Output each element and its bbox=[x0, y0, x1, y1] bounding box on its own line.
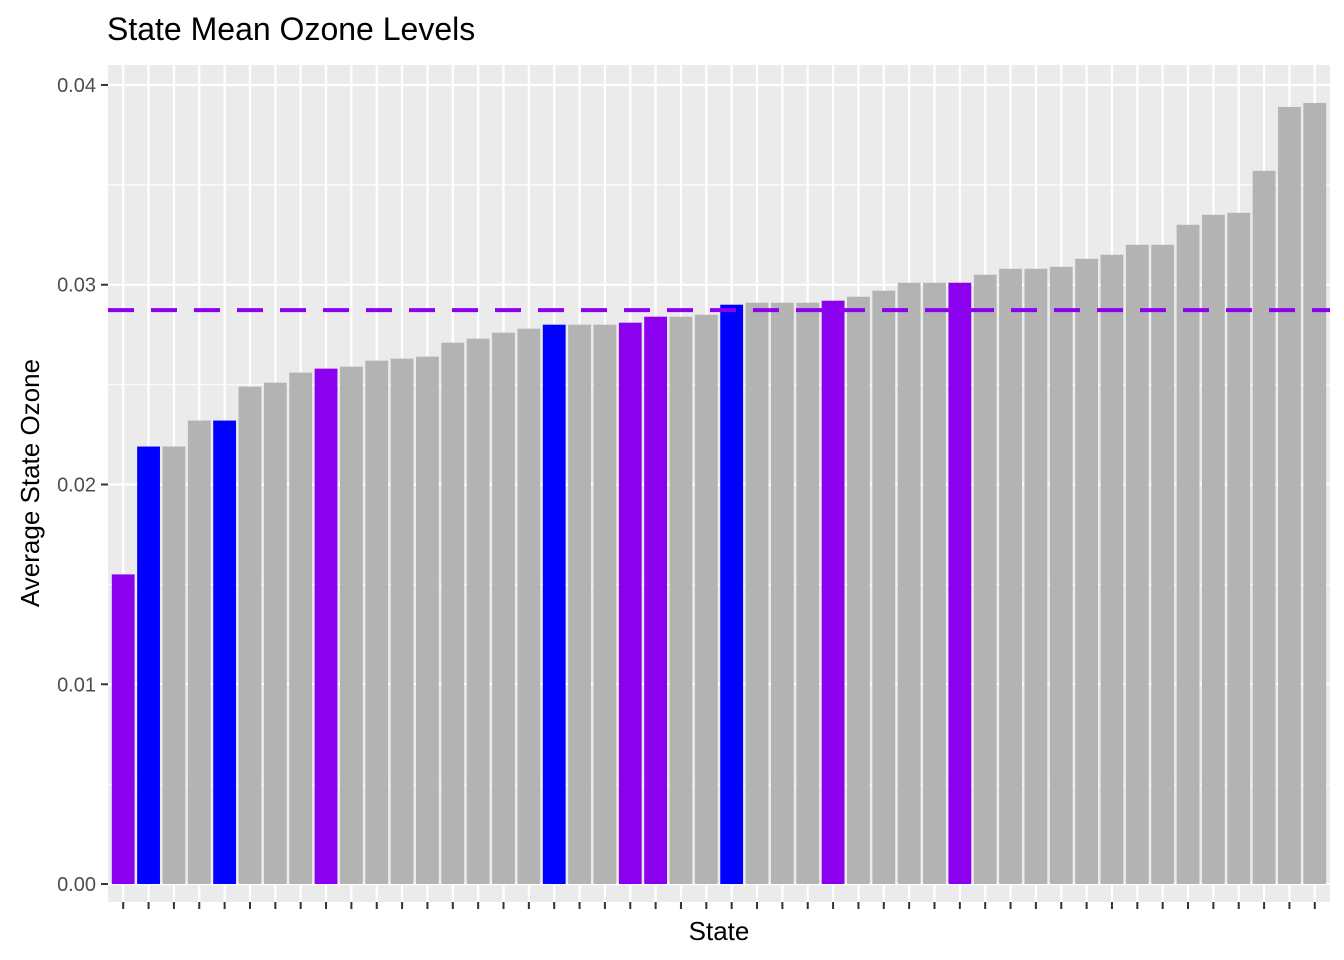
bar bbox=[111, 574, 135, 885]
bar bbox=[213, 420, 237, 885]
bar bbox=[390, 358, 414, 885]
bar bbox=[1125, 244, 1149, 885]
bar bbox=[238, 386, 262, 885]
bar bbox=[1075, 258, 1099, 885]
bar bbox=[1303, 102, 1327, 885]
y-tick-label: 0.02 bbox=[57, 474, 96, 496]
bar bbox=[1176, 224, 1200, 885]
bar bbox=[263, 382, 287, 885]
bar bbox=[339, 366, 363, 885]
bar bbox=[593, 324, 617, 885]
chart-title: State Mean Ozone Levels bbox=[107, 11, 475, 47]
bar bbox=[745, 302, 769, 885]
bar bbox=[694, 314, 718, 885]
bar bbox=[492, 332, 515, 885]
bar bbox=[872, 290, 896, 885]
bar bbox=[542, 324, 566, 885]
bar bbox=[517, 328, 541, 885]
y-tick-label: 0.04 bbox=[57, 75, 96, 97]
bar bbox=[644, 316, 668, 885]
bar bbox=[618, 322, 642, 885]
bar bbox=[162, 446, 186, 885]
bar bbox=[770, 302, 794, 885]
x-axis-title: State bbox=[689, 916, 750, 946]
bar bbox=[365, 360, 389, 885]
bar bbox=[466, 338, 490, 885]
bar bbox=[137, 446, 160, 885]
bar bbox=[1201, 214, 1225, 885]
bar bbox=[999, 268, 1022, 885]
y-tick-label: 0.01 bbox=[57, 674, 96, 696]
bar bbox=[187, 420, 211, 885]
bar bbox=[441, 342, 465, 885]
bar bbox=[314, 368, 338, 885]
bars bbox=[111, 102, 1327, 885]
bar bbox=[1024, 268, 1048, 885]
bar bbox=[1049, 266, 1073, 885]
bar bbox=[1100, 254, 1124, 885]
bar bbox=[796, 302, 820, 885]
bar bbox=[897, 282, 921, 885]
axes: 0.00 0.01 0.02 0.03 0.04 bbox=[57, 75, 1316, 909]
bar bbox=[821, 300, 845, 885]
bar bbox=[416, 356, 439, 885]
bar bbox=[568, 324, 591, 885]
bar bbox=[289, 372, 313, 885]
y-axis-title: Average State Ozone bbox=[15, 359, 45, 607]
bar bbox=[1227, 212, 1251, 885]
y-tick-label: 0.03 bbox=[57, 275, 96, 297]
bar bbox=[1252, 170, 1276, 885]
bar bbox=[1151, 244, 1175, 885]
bar bbox=[669, 316, 693, 885]
y-tick-label: 0.00 bbox=[57, 874, 96, 896]
bar bbox=[720, 304, 744, 885]
bar bbox=[948, 282, 972, 885]
bar bbox=[847, 296, 870, 885]
bar bbox=[1278, 106, 1301, 885]
bar bbox=[973, 274, 997, 885]
bar bbox=[923, 282, 946, 885]
